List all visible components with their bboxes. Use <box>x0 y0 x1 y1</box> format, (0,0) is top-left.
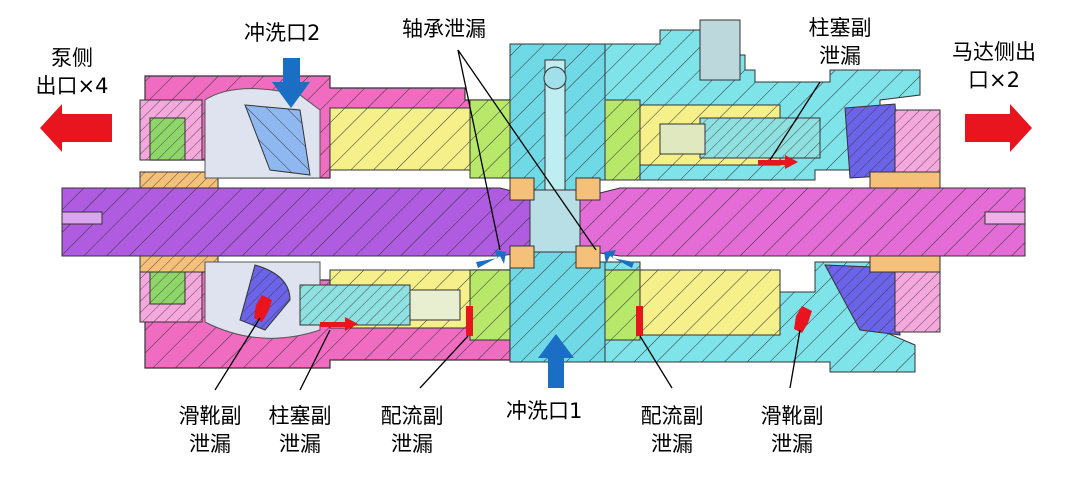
flush-port-2-arrow <box>272 58 310 108</box>
motor-cylinder-block <box>639 104 821 336</box>
motor-shaft <box>579 187 1026 257</box>
flush-port-1-arrow <box>538 334 574 388</box>
flush-port-1-label: 冲洗口1 <box>506 399 583 423</box>
motor-swash-plate <box>824 103 901 336</box>
port-plate-leak-left-label-line1: 配流副 <box>380 404 444 428</box>
slipper-leak-left-label-line1: 滑靴副 <box>178 404 242 428</box>
slipper-leak-left-label-line2: 泄漏 <box>189 432 231 456</box>
motor-outlet-label: 马达侧出 口×2 <box>944 38 1044 94</box>
pump-outlet-label-line2: 出口×4 <box>35 74 109 98</box>
bearing-leak-label: 轴承泄漏 <box>402 17 486 41</box>
motor-outlet-label-line1: 马达侧出 <box>952 40 1036 64</box>
pump-cylinder-block <box>299 107 471 329</box>
motor-outlet-label-line2: 口×2 <box>968 68 1020 92</box>
plunger-leak-top-label: 柱塞副 泄漏 <box>790 14 890 70</box>
pump-shaft <box>61 187 541 257</box>
slipper-leak-left-label: 滑靴副 泄漏 <box>160 402 260 458</box>
pump-outlet-arrow <box>40 104 112 152</box>
motor-end-bearing <box>869 109 941 333</box>
plunger-leak-bottom-label-line2: 泄漏 <box>279 432 321 456</box>
plunger-leak-bottom-label-line1: 柱塞副 <box>268 404 332 428</box>
plunger-leak-top-label-line2: 泄漏 <box>819 44 861 68</box>
pump-swash-plate <box>204 88 321 339</box>
port-plate-leak-right-label-line1: 配流副 <box>640 404 704 428</box>
pump-valve-plate <box>469 99 511 341</box>
slipper-leak-right-label-line1: 滑靴副 <box>760 404 824 428</box>
pump-outlet-label: 泵侧 出口×4 <box>22 44 122 100</box>
pump-outlet-label-line1: 泵侧 <box>51 46 93 70</box>
flush-port-2-label: 冲洗口2 <box>244 21 321 45</box>
port-plate-leak-left-label: 配流副 泄漏 <box>362 402 462 458</box>
port-plate-leak-left-label-line2: 泄漏 <box>391 432 433 456</box>
port-plate-leak-right-label: 配流副 泄漏 <box>622 402 722 458</box>
pump-end-bearing <box>139 99 219 323</box>
leader-lines <box>214 49 821 391</box>
port-plate-leak-right-label-line2: 泄漏 <box>651 432 693 456</box>
slipper-leak-right-label-line2: 泄漏 <box>771 432 813 456</box>
center-block <box>509 43 606 363</box>
bearing-leak-arrows <box>476 250 634 268</box>
slipper-leak-right-label: 滑靴副 泄漏 <box>742 402 842 458</box>
leak-markers <box>254 155 812 336</box>
motor-outlet-arrow <box>965 104 1032 152</box>
motor-valve-plate <box>604 99 641 341</box>
plunger-leak-top-label-line1: 柱塞副 <box>808 16 872 40</box>
plunger-leak-bottom-label: 柱塞副 泄漏 <box>250 402 350 458</box>
